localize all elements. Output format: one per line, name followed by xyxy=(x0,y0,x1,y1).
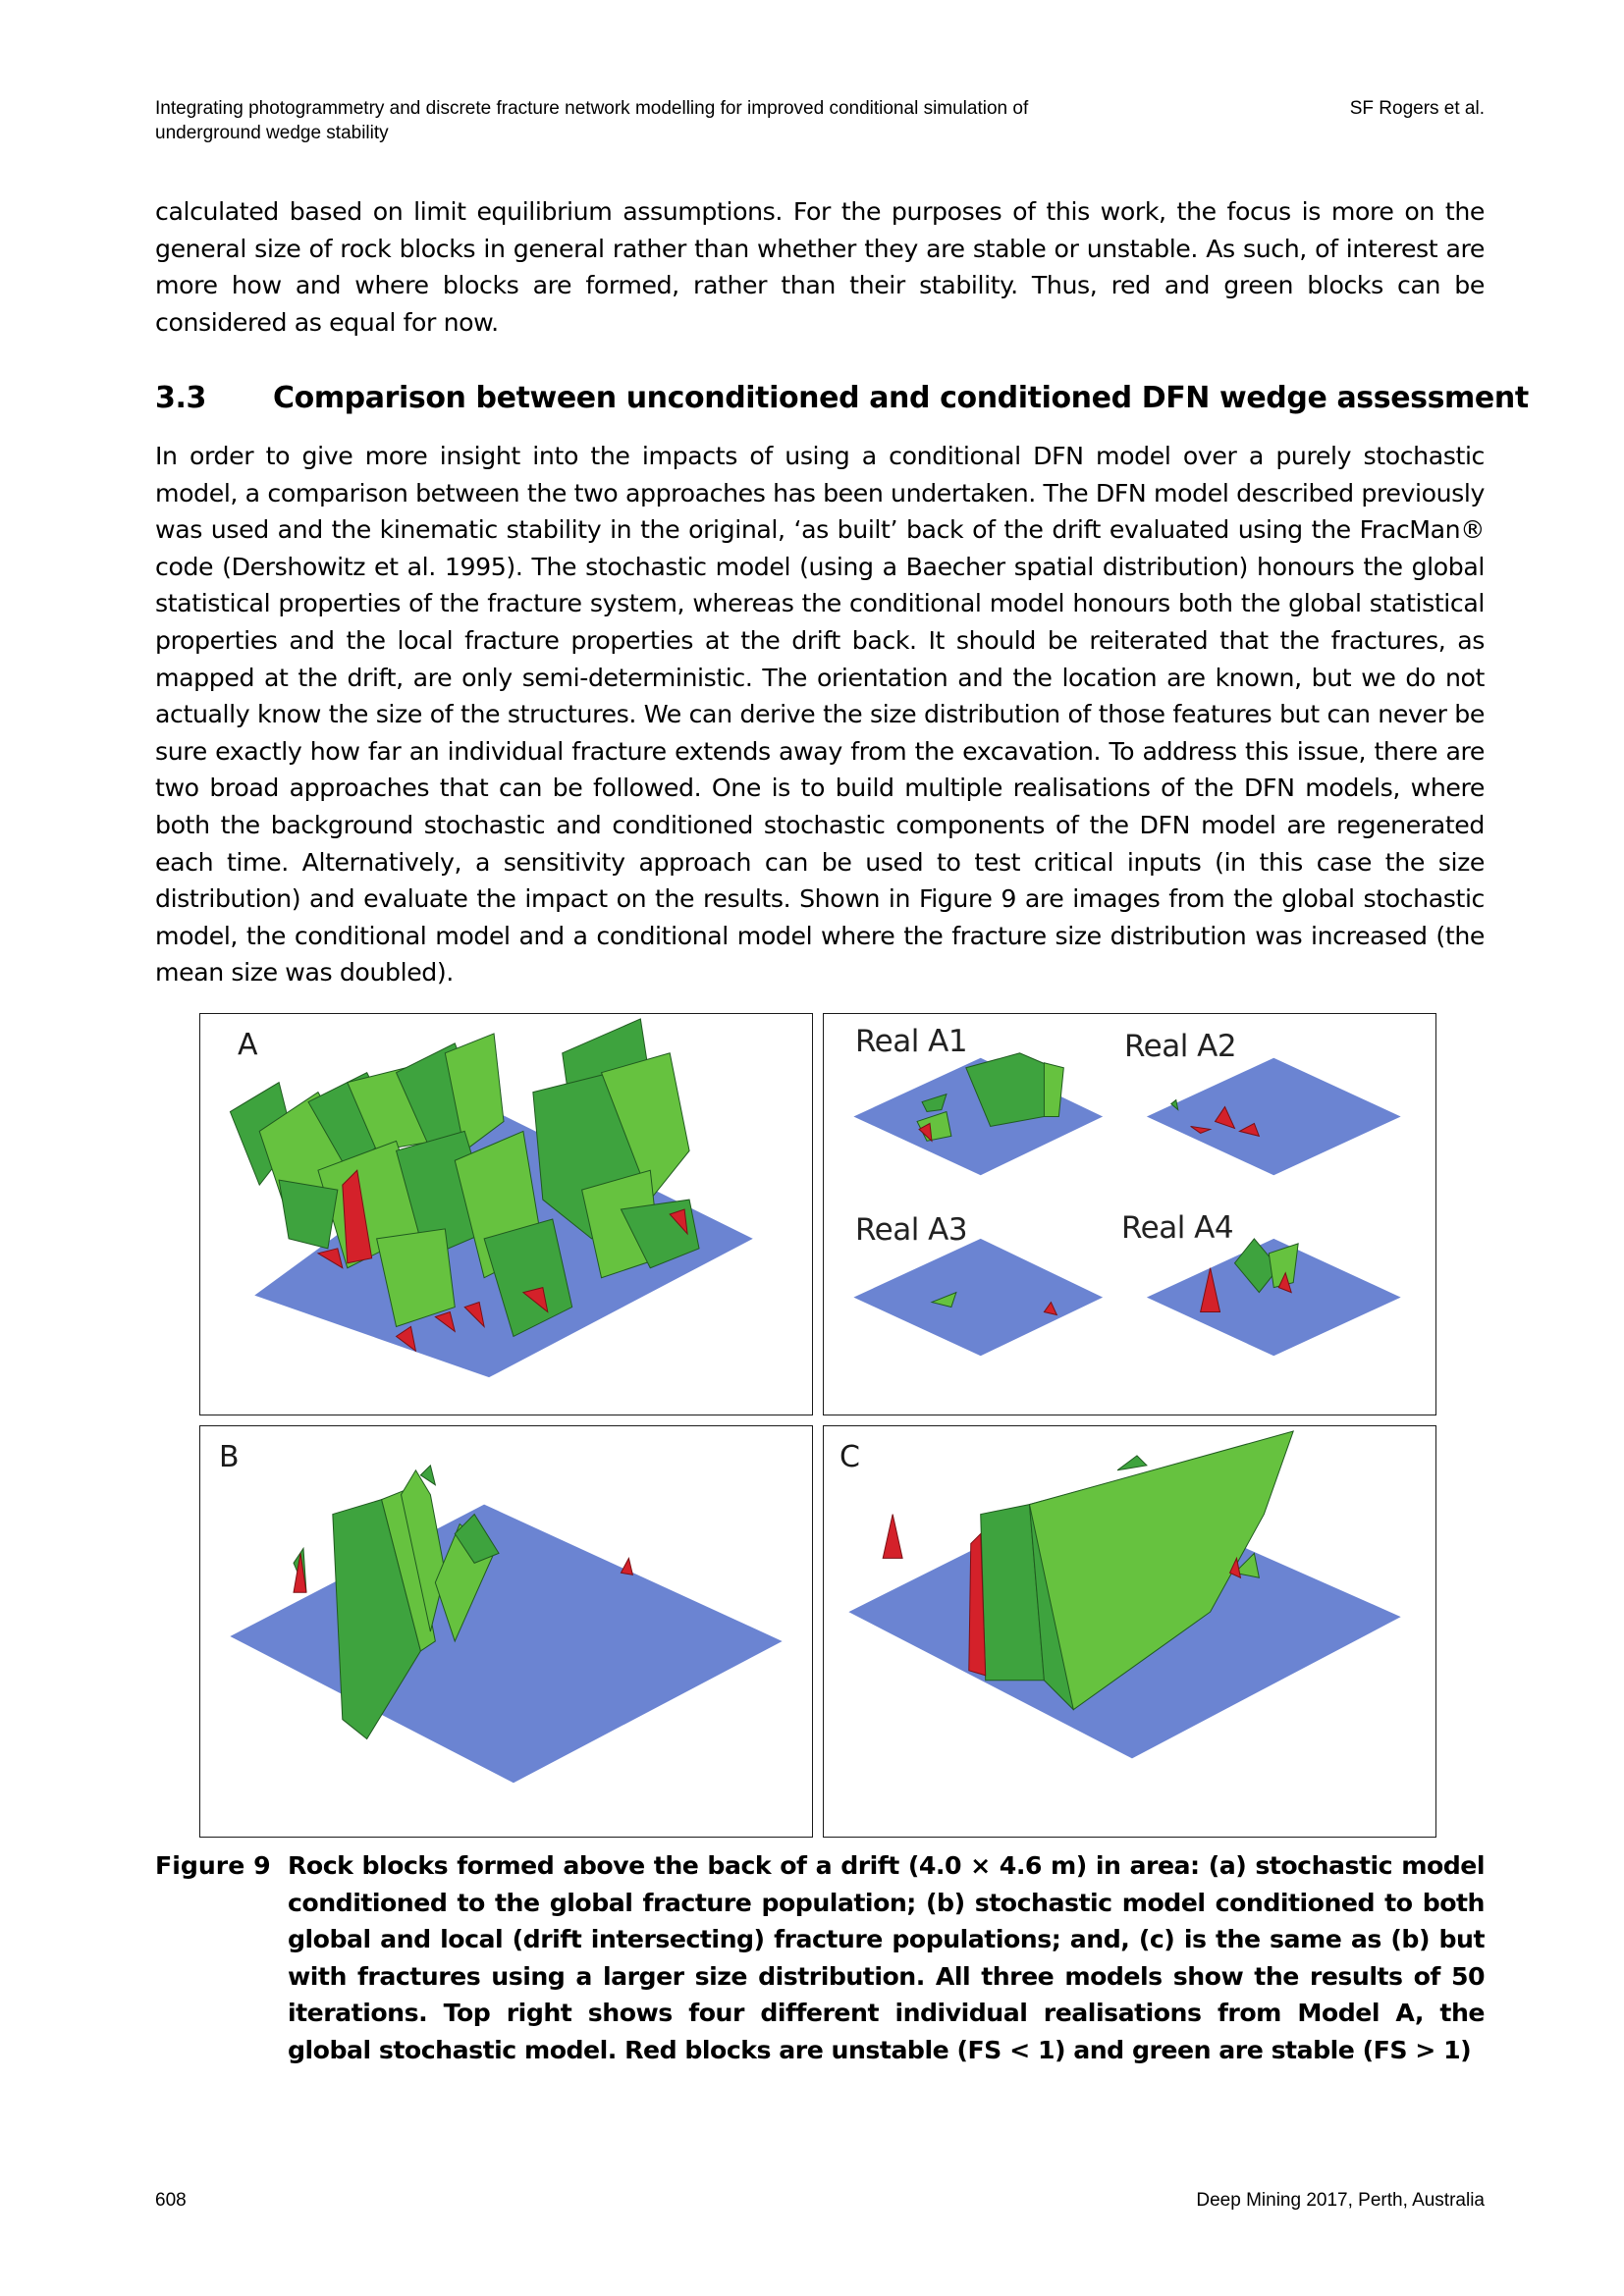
panel-a-unstable-blocks xyxy=(316,1169,688,1353)
realisations-render xyxy=(853,1052,1401,1357)
footer-conference: Deep Mining 2017, Perth, Australia xyxy=(1196,2190,1485,2211)
figure-panel-c: C xyxy=(823,1425,1436,1838)
panel-c-stable-blocks xyxy=(980,1430,1294,1711)
real-a4-render xyxy=(1146,1238,1401,1357)
body-paragraph-1: calculated based on limit equilibrium as… xyxy=(155,197,1485,337)
panel-c-unstable-blocks xyxy=(882,1514,1242,1677)
real-a4-label: Real A4 xyxy=(1121,1210,1234,1246)
panel-b-unstable-blocks xyxy=(293,1553,634,1593)
real-a2-render xyxy=(1146,1057,1401,1176)
real-a3-label: Real A3 xyxy=(855,1212,968,1248)
figure-caption-text: Rock blocks formed above the back of a d… xyxy=(288,1851,1486,2064)
real-a1-render xyxy=(853,1052,1104,1176)
section-number: 3.3 xyxy=(155,381,206,415)
figure-caption-label: Figure 9 xyxy=(155,1851,271,1880)
figure-panel-b: B xyxy=(199,1425,813,1838)
figure-panel-a: A xyxy=(199,1013,813,1415)
real-a2-label: Real A2 xyxy=(1124,1029,1237,1064)
panel-b-stable-blocks xyxy=(293,1464,500,1740)
panel-b-render xyxy=(230,1464,783,1784)
running-head-title: Integrating photogrammetry and discrete … xyxy=(155,98,1029,143)
real-a3-render xyxy=(853,1238,1104,1357)
figure-panel-realisations: Real A1 Real A2 Real A3 Real A4 xyxy=(823,1013,1436,1415)
panel-a-label: A xyxy=(238,1028,258,1062)
panel-b-plane xyxy=(230,1504,783,1784)
body-paragraph-2: In order to give more insight into the i… xyxy=(155,442,1485,988)
panel-c-label: C xyxy=(839,1440,860,1474)
running-head-author: SF Rogers et al. xyxy=(1349,98,1485,119)
panel-a-stable-blocks xyxy=(229,1018,700,1338)
real-a1-label: Real A1 xyxy=(855,1024,968,1059)
panel-a-render xyxy=(229,1018,753,1378)
panel-c-render xyxy=(848,1430,1401,1759)
section-title: Comparison between unconditioned and con… xyxy=(273,381,1529,415)
panel-b-label: B xyxy=(219,1440,240,1474)
page-number: 608 xyxy=(155,2190,187,2211)
